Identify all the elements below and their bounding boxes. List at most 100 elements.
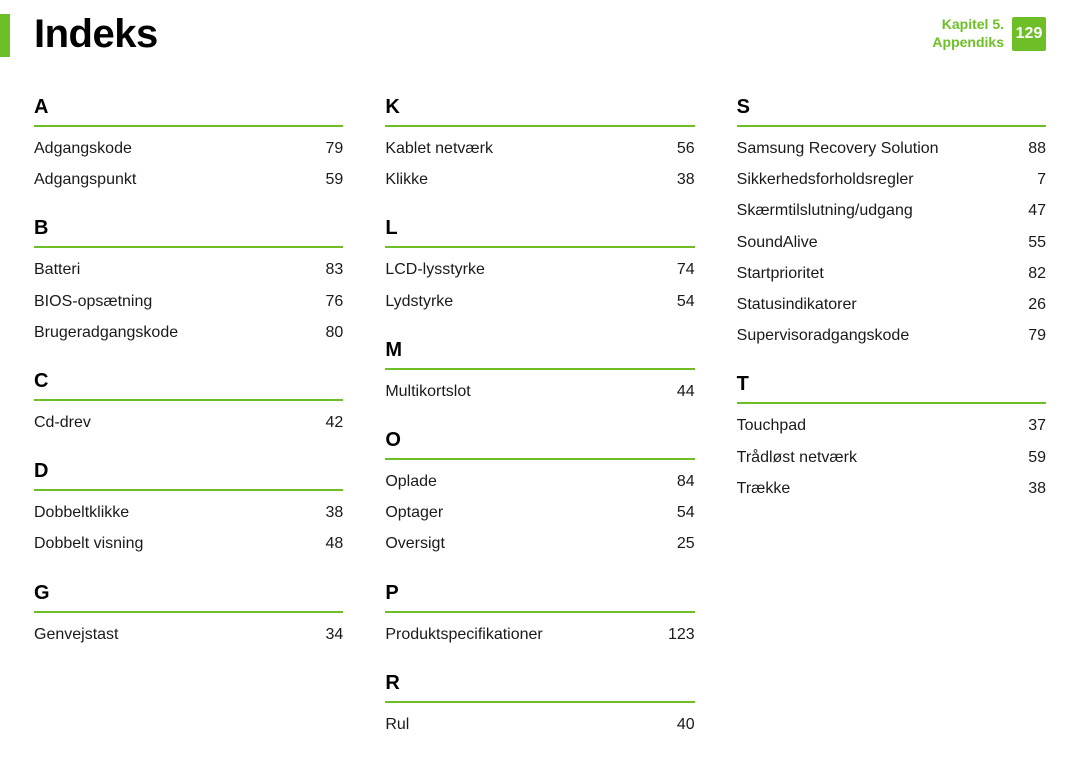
index-columns: AAdgangskode79Adgangspunkt59BBatteri83BI… [34, 96, 1046, 740]
index-entry[interactable]: Trådløst netværk59 [737, 442, 1046, 473]
index-term: Trække [737, 473, 791, 504]
index-entry[interactable]: Optager 54 [385, 497, 694, 528]
index-entry[interactable]: Statusindikatorer 26 [737, 289, 1046, 320]
section-letter: A [34, 96, 343, 127]
chapter-line-1: Kapitel 5. [932, 16, 1004, 34]
index-column: SSamsung Recovery Solution88Sikkerhedsfo… [737, 96, 1046, 740]
section-letter: R [385, 650, 694, 703]
index-page-ref: 44 [655, 376, 695, 407]
section-entries: Kablet netværk56Klikke38 [385, 127, 694, 195]
index-page-ref: 7 [1006, 164, 1046, 195]
header-right: Kapitel 5. Appendiks 129 [932, 16, 1046, 51]
index-page-ref: 79 [303, 133, 343, 164]
section-entries: Adgangskode79Adgangspunkt 59 [34, 127, 343, 195]
section-letter: G [34, 560, 343, 613]
index-term: Dobbeltklikke [34, 497, 129, 528]
index-entry[interactable]: BIOS-opsætning 76 [34, 286, 343, 317]
index-page-ref: 76 [303, 286, 343, 317]
section-entries: Samsung Recovery Solution88Sikkerhedsfor… [737, 127, 1046, 351]
section-letter: D [34, 438, 343, 491]
index-entry[interactable]: Samsung Recovery Solution88 [737, 133, 1046, 164]
index-entry[interactable]: Sikkerhedsforholdsregler 7 [737, 164, 1046, 195]
index-term: Touchpad [737, 410, 806, 441]
index-page-ref: 26 [1006, 289, 1046, 320]
index-page-ref: 38 [303, 497, 343, 528]
index-term: Lydstyrke [385, 286, 453, 317]
section-entries: Batteri83BIOS-opsætning 76Brugeradgangsko… [34, 248, 343, 348]
index-entry[interactable]: Genvejstast 34 [34, 619, 343, 650]
index-term: Optager [385, 497, 443, 528]
index-entry[interactable]: Kablet netværk56 [385, 133, 694, 164]
index-entry[interactable]: Brugeradgangskode80 [34, 317, 343, 348]
index-entry[interactable]: Dobbeltklikke 38 [34, 497, 343, 528]
section-letter: T [737, 351, 1046, 404]
section-letter: K [385, 96, 694, 127]
index-term: SoundAlive [737, 227, 818, 258]
index-page-ref: 47 [1006, 195, 1046, 226]
section-entries: LCD-lysstyrke74Lydstyrke54 [385, 248, 694, 316]
index-term: Genvejstast [34, 619, 118, 650]
index-entry[interactable]: Touchpad 37 [737, 410, 1046, 441]
section-letter: S [737, 96, 1046, 127]
index-entry[interactable]: Trække 38 [737, 473, 1046, 504]
index-term: Trådløst netværk [737, 442, 857, 473]
index-term: Cd-drev [34, 407, 91, 438]
index-entry[interactable]: Klikke38 [385, 164, 694, 195]
index-column: AAdgangskode79Adgangspunkt59BBatteri83BI… [34, 96, 343, 740]
index-entry[interactable]: Supervisoradgangskode 79 [737, 320, 1046, 351]
index-column: KKablet netværk56Klikke38LLCD-lysstyrke7… [385, 96, 694, 740]
index-entry[interactable]: Lydstyrke54 [385, 286, 694, 317]
page-header: Indeks Kapitel 5. Appendiks 129 [34, 14, 1046, 54]
chapter-label: Kapitel 5. Appendiks [932, 16, 1004, 51]
page-title: Indeks [34, 14, 158, 54]
index-term: Adgangspunkt [34, 164, 136, 195]
chapter-line-2: Appendiks [932, 34, 1004, 52]
index-term: Produktspecifikationer [385, 619, 542, 650]
section-letter: C [34, 348, 343, 401]
index-entry[interactable]: Skærmtilslutning/udgang47 [737, 195, 1046, 226]
index-page-ref: 123 [655, 619, 695, 650]
index-page-ref: 37 [1006, 410, 1046, 441]
index-entry[interactable]: Dobbelt visning48 [34, 528, 343, 559]
index-entry[interactable]: Oversigt 25 [385, 528, 694, 559]
index-page-ref: 59 [303, 164, 343, 195]
index-term: Sikkerhedsforholdsregler [737, 164, 914, 195]
index-entry[interactable]: Oplade84 [385, 466, 694, 497]
index-page-ref: 38 [1006, 473, 1046, 504]
index-entry[interactable]: Batteri83 [34, 254, 343, 285]
section-entries: Cd-drev 42 [34, 401, 343, 438]
section-entries: Multikortslot44 [385, 370, 694, 407]
index-entry[interactable]: Adgangspunkt 59 [34, 164, 343, 195]
index-entry[interactable]: Cd-drev 42 [34, 407, 343, 438]
index-term: Oversigt [385, 528, 445, 559]
index-page-ref: 88 [1006, 133, 1046, 164]
section-entries: Touchpad 37Trådløst netværk59Trække 38 [737, 404, 1046, 504]
section-letter: M [385, 317, 694, 370]
index-term: Supervisoradgangskode [737, 320, 910, 351]
index-page-ref: 80 [303, 317, 343, 348]
index-entry[interactable]: LCD-lysstyrke74 [385, 254, 694, 285]
index-term: BIOS-opsætning [34, 286, 152, 317]
index-entry[interactable]: Multikortslot44 [385, 376, 694, 407]
index-page-ref: 34 [303, 619, 343, 650]
index-entry[interactable]: Adgangskode79 [34, 133, 343, 164]
page-number-badge: 129 [1012, 17, 1046, 51]
index-page-ref: 82 [1006, 258, 1046, 289]
section-letter: O [385, 407, 694, 460]
index-term: Rul [385, 709, 409, 740]
index-entry[interactable]: Produktspecifikationer 123 [385, 619, 694, 650]
section-letter: B [34, 195, 343, 248]
section-entries: Rul40 [385, 703, 694, 740]
index-entry[interactable]: Rul40 [385, 709, 694, 740]
index-entry[interactable]: SoundAlive 55 [737, 227, 1046, 258]
section-entries: Dobbeltklikke 38Dobbelt visning48 [34, 491, 343, 559]
section-entries: Produktspecifikationer 123 [385, 613, 694, 650]
index-page-ref: 25 [655, 528, 695, 559]
index-page-ref: 79 [1006, 320, 1046, 351]
index-page-ref: 54 [655, 497, 695, 528]
index-page-ref: 74 [655, 254, 695, 285]
index-term: Statusindikatorer [737, 289, 857, 320]
index-entry[interactable]: Startprioritet82 [737, 258, 1046, 289]
index-page-ref: 42 [303, 407, 343, 438]
index-page-ref: 55 [1006, 227, 1046, 258]
